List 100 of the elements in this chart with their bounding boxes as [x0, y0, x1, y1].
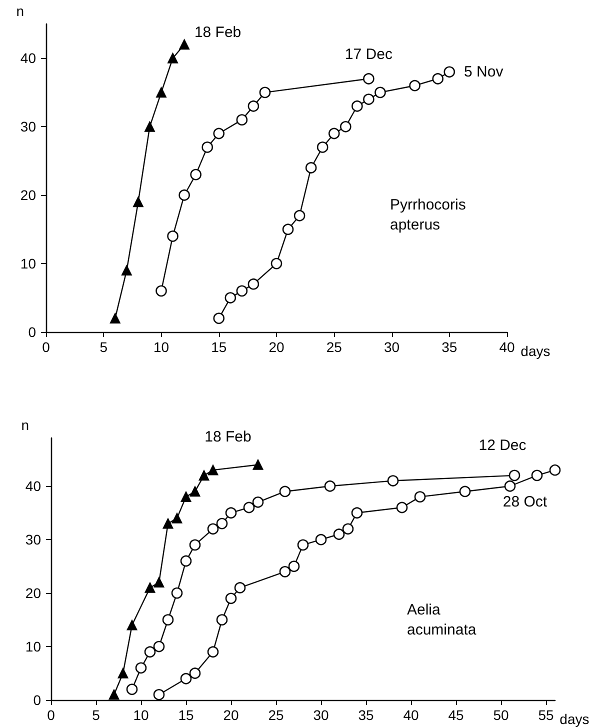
point [144, 122, 155, 132]
point [189, 539, 201, 551]
x-tick-label: 15 [211, 339, 227, 355]
point [432, 73, 444, 84]
series-label: 28 Oct [502, 494, 548, 511]
x-tick-label: 25 [268, 707, 284, 723]
point [333, 528, 345, 540]
point [444, 66, 456, 78]
point [207, 523, 219, 535]
point [168, 53, 178, 64]
point [252, 460, 264, 470]
x-tick-label: 35 [358, 707, 374, 723]
x-tick-label: 20 [268, 339, 284, 355]
x-tick-label: 20 [223, 707, 239, 723]
point [352, 100, 363, 112]
x-tick-label: 5 [100, 339, 108, 355]
point [224, 292, 236, 304]
y-tick-label: 10 [20, 256, 36, 272]
point [324, 480, 336, 492]
point [508, 470, 520, 482]
x-tick-label: 30 [313, 707, 329, 723]
point [108, 690, 120, 700]
point [315, 534, 327, 546]
annotation: Aelia acuminata [407, 602, 477, 638]
point [504, 480, 516, 492]
y-tick-label: 20 [25, 585, 42, 602]
point [374, 86, 386, 98]
x-tick-label: 10 [133, 707, 149, 723]
point [459, 486, 471, 498]
point [135, 662, 147, 674]
point [297, 539, 309, 551]
point [190, 168, 202, 180]
point [144, 582, 156, 593]
y-tick-label: 20 [20, 187, 36, 204]
y-tick-label: 0 [28, 324, 36, 340]
point [180, 672, 192, 684]
point [162, 518, 174, 529]
point [387, 475, 399, 486]
x-tick-label: 35 [442, 339, 458, 355]
point [144, 646, 156, 658]
x-tick-label: 15 [178, 707, 194, 723]
point [172, 513, 182, 524]
point [531, 470, 543, 482]
y-tick-label: 0 [33, 692, 42, 708]
point [259, 86, 271, 98]
point [294, 210, 306, 222]
point [340, 121, 352, 132]
point [208, 464, 218, 476]
y-tick-label: 30 [20, 118, 36, 135]
point [167, 230, 178, 242]
y-tick-label: 40 [25, 478, 42, 494]
point [282, 224, 294, 235]
point [153, 689, 165, 700]
point [279, 566, 291, 578]
series-label: 17 Dec [344, 46, 393, 64]
x-tick-label: 10 [153, 339, 170, 355]
point [248, 100, 260, 112]
point [179, 39, 190, 50]
x-tick-label: 5 [92, 707, 100, 723]
point [207, 646, 219, 658]
series-label: 18 Feb [204, 428, 252, 446]
point [216, 614, 228, 626]
point [225, 507, 237, 519]
point [396, 502, 408, 514]
point [180, 555, 192, 567]
point [409, 80, 420, 92]
x-tick-label: 40 [403, 707, 419, 723]
point [202, 142, 213, 153]
point [252, 496, 264, 508]
point [243, 502, 255, 514]
point [363, 94, 374, 105]
y-tick-label: 10 [25, 638, 42, 655]
point [351, 507, 363, 519]
point [156, 285, 167, 297]
x-tick-label: 50 [493, 707, 509, 723]
point [213, 128, 225, 140]
point [414, 491, 426, 502]
point [549, 464, 561, 476]
point [154, 577, 164, 588]
series-label: 18 Feb [194, 24, 242, 42]
x-tick-label: 30 [384, 339, 400, 355]
point [234, 582, 246, 594]
point [225, 592, 237, 604]
point [342, 523, 354, 535]
x-tick-label: 0 [47, 707, 56, 723]
series-label: 12 Dec [478, 436, 527, 454]
annotation: Pyrrhocoris apterus [390, 196, 470, 234]
point [316, 142, 328, 153]
x-tick-label: 40 [499, 339, 515, 355]
point [171, 587, 183, 599]
y-tick-label: 40 [20, 50, 36, 66]
point [270, 258, 282, 270]
point [236, 114, 248, 126]
point [153, 640, 165, 652]
point [236, 285, 248, 297]
point [248, 278, 260, 290]
y-axis-title: n [16, 3, 24, 19]
x-axis-title: days [520, 343, 550, 359]
point [288, 560, 300, 572]
point [126, 684, 138, 695]
